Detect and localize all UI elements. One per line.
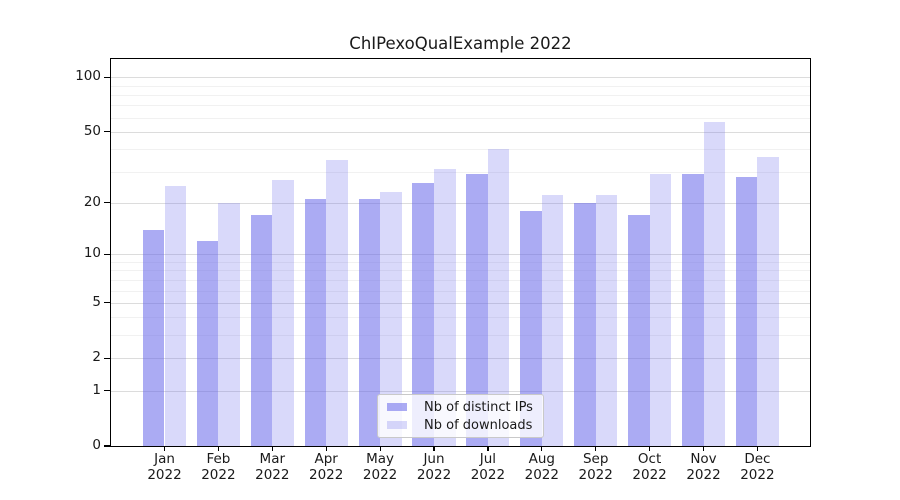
x-tick-label: Dec 2022 [740,451,775,483]
x-tick-label: Aug 2022 [524,451,559,483]
x-tick-mark [325,446,327,451]
bar-distinct-ips-sep [574,202,596,446]
bar-downloads-dec [757,157,779,446]
y-tick-mark [104,131,111,133]
bar-distinct-ips-feb [196,241,219,446]
bar-downloads-sep [595,195,618,446]
y-tick-label: 0 [92,437,101,453]
y-tick-mark [104,253,111,256]
gridline-minor [111,105,810,107]
bar-distinct-ips-jul [466,174,488,446]
y-tick-mark [104,390,111,392]
legend-label-distinct-ips: Nb of distinct IPs [424,399,533,415]
gridline-minor [111,270,810,272]
y-tick-mark [104,202,111,204]
bar-downloads-nov [703,121,726,446]
y-tick-mark [104,445,111,447]
gridline-minor [111,117,810,119]
x-tick-mark [702,446,705,451]
bar-downloads-jan [164,185,187,446]
y-tick-label: 5 [92,293,101,310]
gridline-major [111,302,810,304]
y-tick-label: 1 [92,381,101,398]
gridline-minor [111,171,810,173]
y-tick-label: 100 [75,68,101,85]
gridline-minor [111,317,810,319]
x-tick-label: Sep 2022 [578,451,613,483]
bar-distinct-ips-may [358,199,381,446]
y-tick-mark [104,357,111,359]
legend-entry-downloads: Nb of downloads [387,418,543,433]
x-tick-mark [271,446,273,451]
y-tick-mark [104,76,111,78]
bar-downloads-jun [434,169,456,446]
bar-downloads-may [380,192,402,446]
x-tick-label: Feb 2022 [201,451,236,483]
bar-distinct-ips-mar [250,215,273,446]
gridline-minor [111,149,810,151]
x-tick-mark [756,446,759,451]
bar-downloads-aug [541,195,564,446]
x-tick-mark [217,446,220,451]
bar-distinct-ips-jun [412,182,434,446]
bar-distinct-ips-jan [142,229,165,446]
x-tick-mark [487,446,489,451]
bar-downloads-mar [272,179,294,446]
gridline-minor [111,94,810,96]
y-tick-mark [104,302,111,304]
x-tick-label: Jun 2022 [416,451,452,483]
x-tick-mark [379,446,381,451]
gridline-major [111,254,810,256]
legend-swatch-distinct-ips-icon [387,403,407,411]
gridline-major [111,390,810,392]
bar-downloads-apr [326,159,348,446]
bar-distinct-ips-oct [628,215,650,446]
y-tick-label: 2 [92,349,101,366]
bar-distinct-ips-apr [304,199,327,446]
gridline-major [111,77,810,79]
gridline-major [111,202,810,204]
gridline-minor [111,279,810,281]
x-tick-mark [595,446,597,451]
x-tick-label: Oct 2022 [632,451,667,483]
gridlines-layer [111,60,810,447]
chart-title: ChIPexoQualExample 2022 [349,34,572,53]
bar-distinct-ips-dec [735,176,758,446]
y-tick-label: 50 [83,122,101,139]
gridline-major [111,358,810,360]
legend-swatch-downloads-icon [387,421,407,429]
x-tick-mark [433,446,435,451]
x-tick-label: Apr 2022 [309,451,344,483]
y-tick-label: 10 [83,245,101,262]
x-tick-mark [163,446,166,451]
bar-downloads-feb [218,202,240,446]
x-tick-label: Nov 2022 [686,451,721,483]
plot-area [111,59,810,447]
bar-downloads-jul [487,149,510,446]
bars-layer [111,60,810,446]
x-tick-label: Jan 2022 [147,451,182,483]
x-tick-mark [541,446,543,451]
bar-downloads-oct [649,174,672,446]
legend-label-downloads: Nb of downloads [424,417,533,433]
y-tick-label: 20 [83,193,101,210]
bar-distinct-ips-nov [682,174,704,446]
x-tick-label: Mar 2022 [255,451,290,483]
legend: Nb of distinct IPs Nb of downloads [377,394,544,438]
gridline-major [111,131,810,133]
gridline-minor [111,335,810,337]
x-tick-label: May 2022 [362,451,398,483]
gridline-minor [111,290,810,292]
bar-distinct-ips-aug [520,210,542,446]
x-tick-mark [649,446,651,451]
legend-entry-distinct-ips: Nb of distinct IPs [387,400,543,415]
gridline-minor [111,85,810,87]
gridline-minor [111,262,810,263]
x-tick-label: Jul 2022 [470,451,506,483]
